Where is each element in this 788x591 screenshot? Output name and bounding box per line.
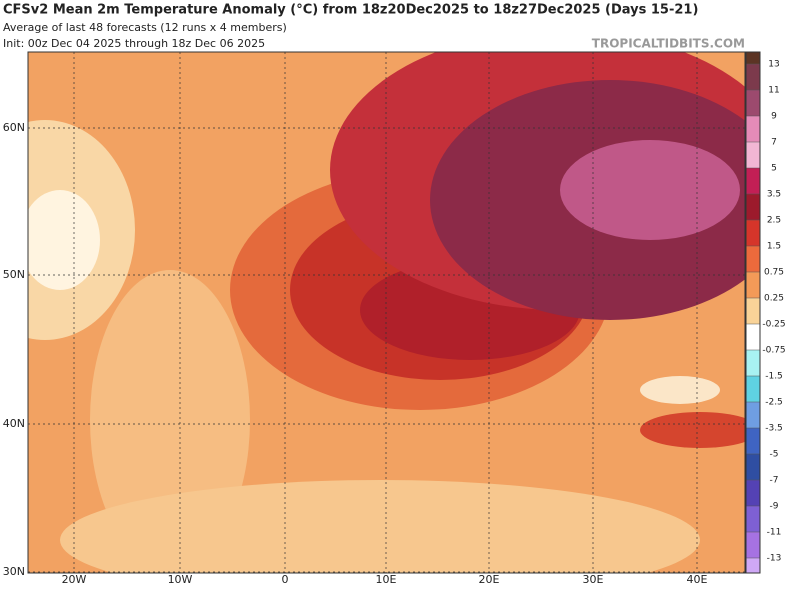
map-frame	[27, 51, 746, 574]
colorbar-label: -3.5	[765, 424, 783, 434]
colorbar-label: -5	[770, 450, 779, 460]
colorbar-label: 0.75	[764, 268, 784, 278]
colorbar-segment	[746, 350, 760, 376]
colorbar-label: 3.5	[767, 190, 781, 200]
map-field	[28, 52, 745, 573]
lat-label: 60N	[3, 121, 25, 134]
lat-label: 50N	[3, 268, 25, 281]
lon-label: 10E	[376, 573, 397, 586]
colorbar-segment	[746, 194, 760, 220]
colorbar-segment	[746, 558, 760, 573]
colorbar-label: -11	[767, 528, 782, 538]
colorbar-segment	[746, 52, 760, 64]
colorbar-segment	[746, 376, 760, 402]
colorbar-label: 1.5	[767, 242, 781, 252]
colorbar-label: 0.25	[764, 294, 784, 304]
colorbar-label: 7	[771, 138, 777, 148]
colorbar-label: -9	[770, 502, 779, 512]
colorbar-segment	[746, 116, 760, 142]
colorbar-frame	[745, 51, 761, 574]
colorbar-segment	[746, 64, 760, 90]
colorbar-label: 2.5	[767, 216, 781, 226]
colorbar-label: 9	[771, 112, 777, 122]
watermark: TROPICALTIDBITS.COM	[592, 37, 745, 51]
colorbar-label: -7	[770, 476, 779, 486]
colorbar-label: 11	[768, 86, 779, 96]
colorbar-segment	[746, 506, 760, 532]
colorbar: 13 11 9 7 5 3.5 2.5 1.5 0.75 0.25 -0.25 -0.75 -1.5 -2…	[745, 51, 786, 574]
lon-label: 10W	[168, 573, 193, 586]
lon-label: 20W	[62, 573, 87, 586]
colorbar-segment	[746, 324, 760, 350]
colorbar-segment	[746, 480, 760, 506]
lon-label: 0	[282, 573, 289, 586]
graticule: 60N 50N 40N 30N 20W 10W 0 10E 20E 30E 40E	[3, 52, 745, 586]
colorbar-label: -2.5	[765, 398, 783, 408]
colorbar-label: 13	[768, 60, 779, 70]
colorbar-segment	[746, 428, 760, 454]
colorbar-label: 5	[771, 164, 777, 174]
lon-label: 40E	[687, 573, 708, 586]
title: CFSv2 Mean 2m Temperature Anomaly (°C) f…	[3, 3, 698, 18]
colorbar-segment	[746, 90, 760, 116]
colorbar-segment	[746, 220, 760, 246]
lat-label: 30N	[3, 565, 25, 578]
colorbar-segment	[746, 532, 760, 558]
lon-label: 20E	[479, 573, 500, 586]
colorbar-segment	[746, 402, 760, 428]
init-line: Init: 00z Dec 04 2025 through 18z Dec 06…	[3, 37, 265, 50]
colorbar-segment	[746, 454, 760, 480]
colorbar-label: -1.5	[765, 372, 783, 382]
colorbar-segment	[746, 246, 760, 272]
colorbar-label: -13	[767, 554, 782, 564]
colorbar-label: -0.75	[762, 346, 785, 356]
lon-label: 30E	[583, 573, 604, 586]
colorbar-segment	[746, 168, 760, 194]
colorbar-segment	[746, 272, 760, 298]
subtitle: Average of last 48 forecasts (12 runs x …	[3, 21, 287, 34]
lat-label: 40N	[3, 417, 25, 430]
colorbar-segment	[746, 142, 760, 168]
colorbar-segment	[746, 298, 760, 324]
colorbar-label: -0.25	[762, 320, 785, 330]
